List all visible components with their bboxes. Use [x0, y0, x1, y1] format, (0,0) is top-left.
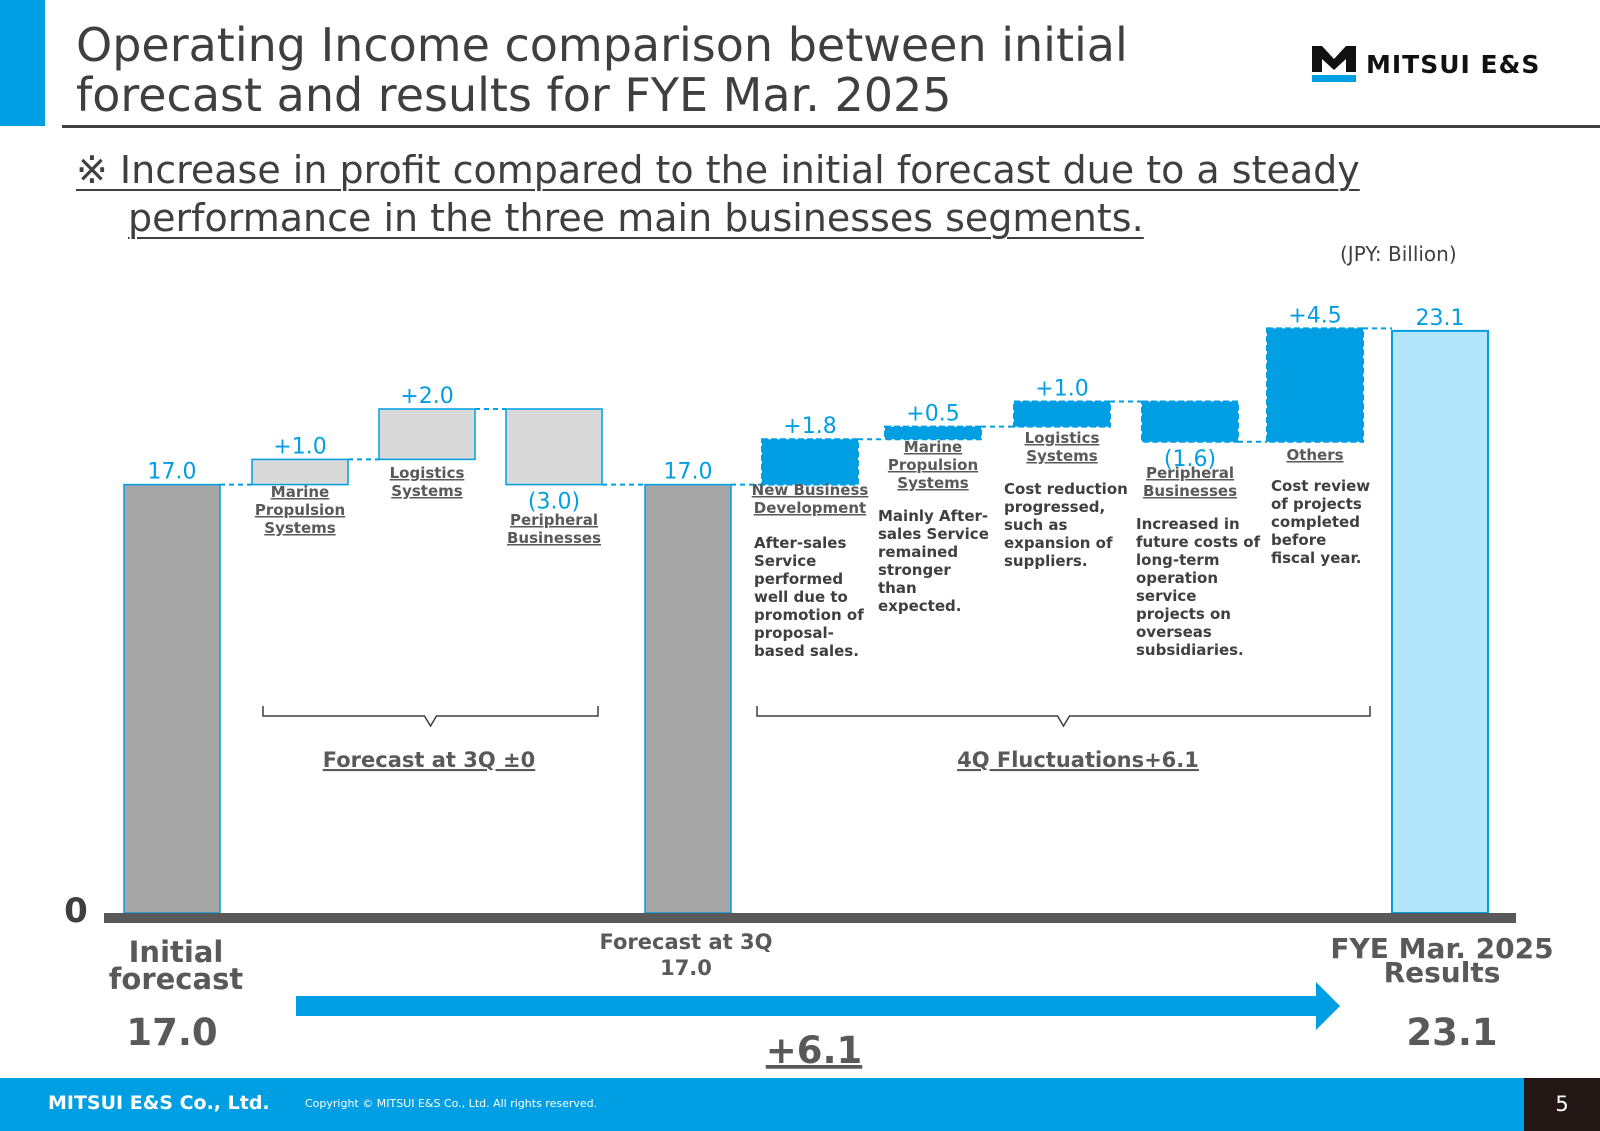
initial-forecast-value: 17.0 — [126, 1011, 217, 1054]
bracket-3q — [262, 706, 599, 728]
category-label-q4-logistics: Logistics Systems — [1025, 429, 1100, 465]
group-label-3q: Forecast at 3Q ±0 — [323, 748, 536, 772]
bar-q3-logistics — [378, 408, 476, 461]
page-number: 5 — [1524, 1078, 1600, 1131]
value-label-q4-others: +4.5 — [1288, 303, 1341, 328]
bar-q4-peripheral — [1141, 400, 1239, 443]
bar-q4-others — [1266, 327, 1364, 443]
bar-result — [1391, 329, 1489, 914]
header-accent-bar — [0, 0, 45, 126]
initial-forecast-label: Initial forecast — [109, 935, 244, 996]
forecast-3q-value: 17.0 — [660, 956, 712, 980]
bar-forecast-3q — [644, 483, 732, 914]
zero-axis-label: 0 — [64, 891, 88, 931]
value-label-initial: 17.0 — [148, 460, 197, 485]
page-title-line-2: forecast and results for FYE Mar. 2025 — [76, 68, 952, 122]
mitsui-mark-icon — [1312, 46, 1356, 82]
category-label-q3-marine: Marine Propulsion Systems — [255, 483, 345, 537]
unit-label: (JPY: Billion) — [1340, 242, 1457, 266]
footer-company: MITSUI E&S Co., Ltd. — [48, 1092, 270, 1114]
group-label-4q: 4Q Fluctuations+6.1 — [957, 748, 1199, 772]
subtitle-line-2: performance in the three main businesses… — [128, 196, 1144, 240]
value-label-result: 23.1 — [1416, 306, 1465, 331]
category-label-q4-newbiz: New Business Development — [752, 481, 869, 517]
category-label-q3-logistics: Logistics Systems — [390, 464, 465, 500]
results-value: 23.1 — [1406, 1011, 1497, 1054]
company-logo: MITSUI E&S — [1312, 44, 1540, 84]
bracket-4q — [756, 706, 1371, 728]
page-title-line-1: Operating Income comparison between init… — [76, 18, 1128, 72]
footer-copyright: Copyright © MITSUI E&S Co., Ltd. All rig… — [305, 1097, 598, 1110]
change-arrow-icon — [296, 982, 1340, 1030]
value-label-q4-newbiz: +1.8 — [783, 414, 836, 439]
value-label-q3-logistics: +2.0 — [400, 384, 453, 409]
note-q4-marine: Mainly After-sales Service remained strong… — [878, 507, 989, 615]
note-q4-logistics: Cost reduction progressed, such as expansio… — [1004, 480, 1128, 570]
bar-initial — [123, 483, 221, 914]
note-q4-others: Cost review of projects completed before fis… — [1271, 477, 1370, 567]
bar-q4-newbiz — [761, 438, 859, 486]
bar-q4-logistics — [1013, 400, 1111, 428]
category-label-q4-others: Others — [1286, 446, 1343, 464]
category-label-q4-marine: Marine Propulsion Systems — [888, 438, 978, 492]
results-label: FYE Mar. 2025 Results — [1330, 932, 1553, 989]
category-label-q3-peripheral: Peripheral Businesses — [507, 511, 601, 547]
value-label-q4-peripheral: (1.6) — [1164, 447, 1216, 472]
subtitle: ※ Increase in profit compared to the ini… — [76, 146, 1376, 242]
value-label-q3-peripheral: (3.0) — [528, 490, 580, 515]
subtitle-line-1: ※ Increase in profit compared to the ini… — [76, 148, 1360, 192]
category-label-q4-peripheral: Peripheral Businesses — [1143, 464, 1237, 500]
value-label-q4-logistics: +1.0 — [1035, 376, 1088, 401]
title-divider — [62, 125, 1600, 128]
footer: MITSUI E&S Co., Ltd. Copyright © MITSUI … — [0, 1078, 1600, 1131]
total-change-label: +6.1 — [766, 1029, 863, 1072]
zero-axis — [104, 913, 1516, 923]
value-label-q4-marine: +0.5 — [906, 402, 959, 427]
logo-text: MITSUI E&S — [1366, 49, 1541, 79]
value-label-q3-marine: +1.0 — [273, 434, 326, 459]
note-q4-peripheral: Increased in future costs of long-term oper… — [1136, 515, 1261, 659]
value-label-forecast-3q: 17.0 — [664, 460, 713, 485]
bar-q3-peripheral — [505, 408, 603, 486]
bar-q4-marine — [884, 425, 982, 441]
bar-q3-marine — [251, 458, 349, 486]
note-q4-newbiz: After-sales Service performed well due to pr… — [754, 534, 864, 660]
page-title: Operating Income comparison between init… — [76, 20, 1236, 120]
forecast-3q-label: Forecast at 3Q — [600, 930, 773, 954]
